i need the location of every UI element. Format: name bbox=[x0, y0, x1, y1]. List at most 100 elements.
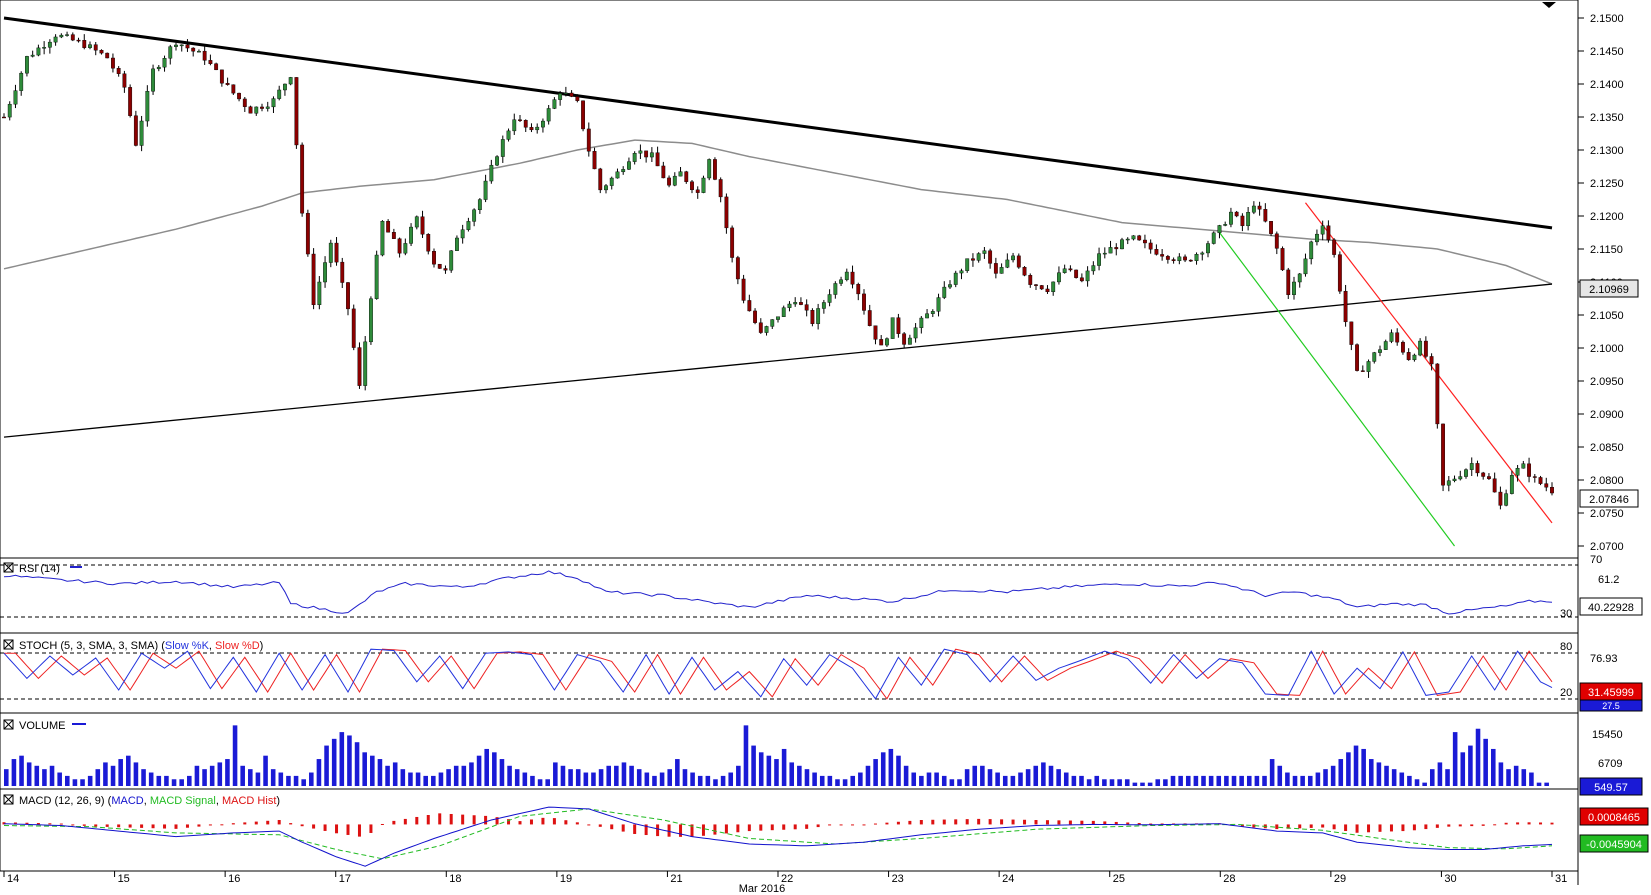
volume-bar bbox=[819, 775, 825, 786]
macd-hist-bar bbox=[1470, 824, 1474, 827]
volume-bar bbox=[1086, 779, 1092, 786]
volume-bar bbox=[1285, 772, 1290, 786]
volume-bar bbox=[118, 759, 123, 786]
candle-body bbox=[369, 298, 373, 343]
volume-bar bbox=[225, 759, 230, 786]
month-label: Mar 2016 bbox=[739, 883, 785, 895]
date-tick-label: 28 bbox=[1223, 873, 1235, 885]
macd-hist-bar bbox=[805, 824, 809, 829]
macd-hist-bar bbox=[1447, 824, 1451, 827]
candle-body bbox=[982, 250, 987, 254]
volume-bar bbox=[415, 772, 421, 786]
candle-body bbox=[1492, 478, 1497, 493]
volume-bar bbox=[171, 779, 177, 786]
candle-body bbox=[764, 326, 769, 333]
volume-bar bbox=[1262, 775, 1267, 786]
candle-body bbox=[661, 165, 666, 179]
volume-bar bbox=[1010, 775, 1016, 786]
volume-tick-15450: 15450 bbox=[1592, 729, 1623, 741]
volume-bar bbox=[1346, 752, 1351, 786]
macd-hist-bar bbox=[793, 824, 797, 830]
macd-hist-bar bbox=[36, 823, 40, 825]
macd-hist-bar bbox=[163, 824, 167, 829]
candle-body bbox=[1401, 341, 1405, 353]
candle-body bbox=[70, 34, 75, 41]
candle-body bbox=[1188, 259, 1193, 262]
rsi-close-icon[interactable] bbox=[3, 562, 14, 573]
candle-body bbox=[1091, 265, 1096, 272]
stoch-close-icon[interactable] bbox=[3, 639, 14, 650]
volume-bar bbox=[11, 759, 17, 786]
macd-hist-bar bbox=[151, 824, 155, 829]
candle-body bbox=[1423, 340, 1428, 357]
volume-close-icon[interactable] bbox=[3, 719, 14, 730]
candle-body bbox=[1332, 239, 1337, 255]
macd-hist-bar bbox=[495, 817, 499, 825]
macd-hist-bar bbox=[1550, 822, 1554, 825]
volume-bar bbox=[1445, 769, 1450, 786]
price-tick-label: 2.1350 bbox=[1590, 112, 1624, 124]
candle-body bbox=[604, 185, 608, 191]
macd-close-icon[interactable] bbox=[3, 794, 14, 805]
date-tick-label: 29 bbox=[1334, 873, 1346, 885]
rsi-line bbox=[3, 570, 1553, 615]
candle-body bbox=[586, 128, 591, 152]
candle-body bbox=[942, 286, 947, 298]
price-tick-label: 2.0900 bbox=[1590, 409, 1624, 421]
volume-bar bbox=[1361, 748, 1366, 786]
macd-hist-bar bbox=[323, 824, 327, 831]
candle-body bbox=[1372, 352, 1377, 362]
macd-hist-bar bbox=[208, 824, 212, 826]
macd-hist-bar bbox=[254, 821, 258, 825]
stoch-panel: STOCH (5, 3, SMA, 3, SMA) (Slow %K, Slow… bbox=[0, 632, 1643, 714]
volume-bar bbox=[133, 762, 139, 786]
candle-body bbox=[546, 108, 551, 122]
candle-body bbox=[1532, 476, 1537, 478]
volume-bar bbox=[453, 765, 459, 786]
volume-bar bbox=[65, 775, 70, 786]
volume-bar bbox=[392, 762, 398, 786]
candle-body bbox=[414, 216, 419, 228]
volume-bar bbox=[248, 769, 253, 786]
macd-hist-bar bbox=[1275, 824, 1279, 830]
candle-body bbox=[558, 93, 563, 100]
macd-hist-bar bbox=[1114, 821, 1118, 825]
volume-bar bbox=[652, 775, 657, 786]
volume-bar bbox=[1407, 775, 1412, 786]
macd-hist-bar bbox=[357, 824, 361, 837]
candle-body bbox=[403, 243, 408, 254]
macd-hist-bar bbox=[461, 814, 465, 825]
date-tick-label: 14 bbox=[7, 873, 19, 885]
candle-body bbox=[615, 171, 620, 179]
candle-body bbox=[592, 151, 597, 170]
macd-hist-bar bbox=[667, 824, 671, 837]
candle-body bbox=[397, 238, 402, 254]
candle-body bbox=[1406, 352, 1411, 361]
candle-body bbox=[1452, 478, 1457, 481]
candle-body bbox=[1131, 235, 1136, 240]
volume-bar bbox=[1193, 775, 1199, 786]
volume-bar bbox=[255, 772, 261, 786]
volume-bar bbox=[1529, 772, 1534, 786]
candle-body bbox=[879, 339, 884, 346]
candle-body bbox=[214, 63, 219, 71]
candle-body bbox=[609, 177, 614, 186]
candle-body bbox=[839, 279, 843, 284]
candle-body bbox=[1435, 363, 1440, 425]
candle-body bbox=[219, 69, 224, 84]
candle-body bbox=[1211, 232, 1216, 244]
price-tick-label: 2.0950 bbox=[1590, 376, 1624, 388]
dropdown-arrow-icon[interactable] bbox=[1542, 2, 1556, 8]
volume-bar bbox=[110, 765, 116, 786]
volume-bar bbox=[4, 769, 9, 786]
candle-body bbox=[735, 257, 740, 280]
macd-hist-bar bbox=[1412, 824, 1416, 831]
volume-bar bbox=[591, 772, 596, 786]
volume-bar bbox=[1079, 775, 1084, 786]
date-tick-label: 17 bbox=[339, 873, 351, 885]
candle-body bbox=[1509, 475, 1514, 494]
volume-bar bbox=[880, 752, 886, 786]
candle-body bbox=[1360, 370, 1365, 372]
price-tick-label: 2.0800 bbox=[1590, 475, 1624, 487]
candle-body bbox=[65, 34, 69, 36]
